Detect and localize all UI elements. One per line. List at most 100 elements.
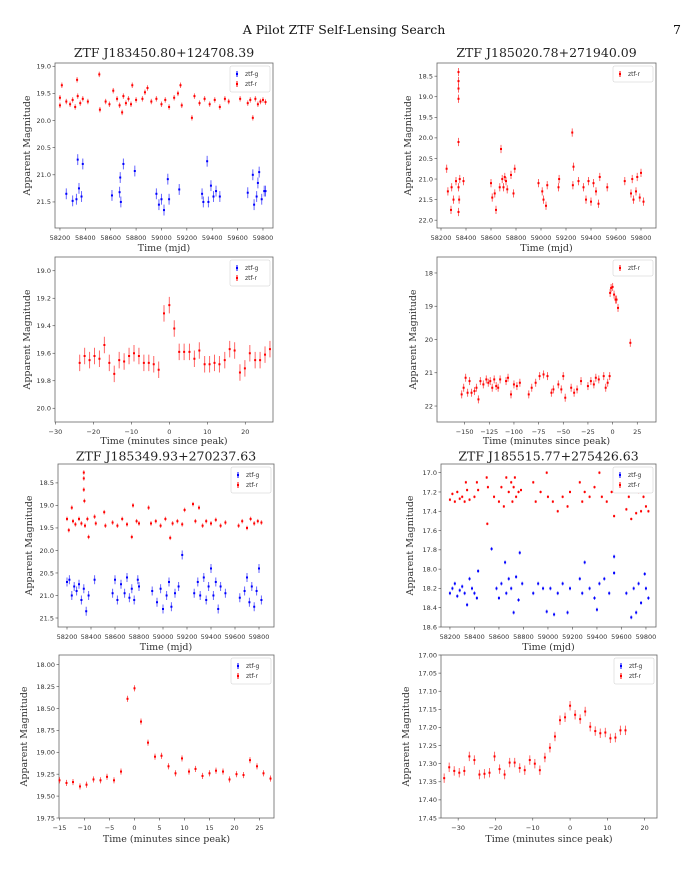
data-point [493, 192, 496, 195]
data-point [473, 390, 476, 393]
data-point [202, 576, 205, 579]
data-point [140, 720, 142, 723]
data-point [542, 373, 545, 376]
data-point [80, 195, 83, 198]
x-tick-label: 20 [230, 824, 238, 832]
legend-box [612, 259, 654, 277]
data-point [58, 96, 61, 99]
data-point [58, 779, 61, 782]
data-point [486, 522, 489, 525]
y-tick-label: 19.4 [37, 322, 51, 330]
legend-marker-dot [237, 675, 239, 677]
y-tick-label: 20.5 [37, 144, 51, 152]
series-ztf-g [65, 154, 267, 216]
legend-label: ztf-r [246, 482, 258, 489]
data-point [253, 605, 256, 608]
data-point [605, 500, 608, 503]
data-point [263, 190, 266, 193]
data-point [151, 589, 154, 592]
x-tick-label: 0 [132, 824, 136, 832]
y-tick-label: 17.35 [418, 778, 437, 786]
data-point [532, 592, 535, 595]
data-point [512, 611, 515, 614]
x-tick-label: 59800 [249, 633, 270, 641]
data-point [126, 523, 128, 526]
y-tick-label: 21 [425, 369, 433, 377]
data-point [510, 173, 512, 176]
data-point [258, 171, 261, 174]
legend-box [612, 466, 654, 494]
data-point [598, 175, 601, 178]
x-tick-label: −50 [556, 428, 570, 436]
data-point [251, 116, 254, 119]
data-point [92, 778, 95, 781]
data-point [93, 515, 96, 518]
data-point [208, 363, 211, 366]
data-point [619, 729, 622, 732]
data-point [99, 779, 102, 782]
data-point [640, 601, 643, 604]
data-point [499, 378, 502, 381]
data-point [546, 184, 549, 187]
data-point [76, 78, 79, 81]
data-point [635, 190, 637, 193]
y-axis-label: Apparent Magnitude [405, 495, 416, 596]
data-point [70, 594, 73, 597]
data-point [146, 86, 149, 89]
x-axis-label: Time (mjd) [140, 642, 192, 653]
data-point [264, 190, 267, 193]
data-point [647, 510, 650, 513]
data-point [506, 188, 509, 191]
data-point [581, 500, 584, 503]
data-point [600, 495, 603, 498]
data-point [488, 771, 491, 774]
legend: ztf-g ztf-r [613, 657, 655, 685]
data-point [475, 481, 478, 484]
data-point [611, 285, 614, 288]
y-tick-label: 19.5 [419, 114, 433, 122]
data-point [457, 97, 460, 100]
legend-label: ztf-r [628, 71, 640, 78]
data-point [128, 596, 131, 599]
data-point [509, 393, 512, 396]
data-point [71, 199, 74, 202]
data-point [538, 375, 541, 378]
data-point [589, 725, 592, 728]
x-tick-label: 58400 [81, 633, 102, 641]
data-point [198, 102, 201, 105]
data-point [251, 173, 254, 176]
x-tick-label: −20 [489, 824, 503, 832]
data-point [446, 190, 449, 193]
data-point [94, 522, 97, 525]
data-point [143, 91, 146, 94]
data-point [82, 471, 85, 474]
data-point [176, 520, 179, 523]
data-point [218, 363, 221, 366]
data-point [262, 772, 265, 775]
data-point [93, 578, 96, 581]
data-point [256, 103, 259, 106]
data-point [147, 741, 149, 744]
data-point [137, 355, 140, 357]
data-point [630, 616, 633, 619]
data-point [468, 755, 471, 758]
y-tick-label: 19.0 [40, 502, 54, 510]
data-point [466, 489, 469, 492]
data-point [589, 380, 592, 383]
y-axis-label: Apparent Magnitude [408, 289, 419, 390]
data-point [507, 376, 510, 379]
data-point [128, 355, 131, 357]
data-point [586, 385, 589, 388]
data-point [194, 767, 197, 770]
y-tick-label: 19.0 [419, 93, 433, 101]
data-point [477, 570, 480, 573]
y-tick-label: 20 [425, 336, 433, 344]
running-header-title: A Pilot ZTF Self-Lensing Search [242, 22, 446, 37]
series-ztf-r [445, 67, 645, 217]
data-point [560, 388, 563, 391]
data-point [259, 359, 262, 362]
data-point [635, 512, 638, 515]
data-point [466, 391, 469, 394]
data-point [224, 592, 227, 595]
